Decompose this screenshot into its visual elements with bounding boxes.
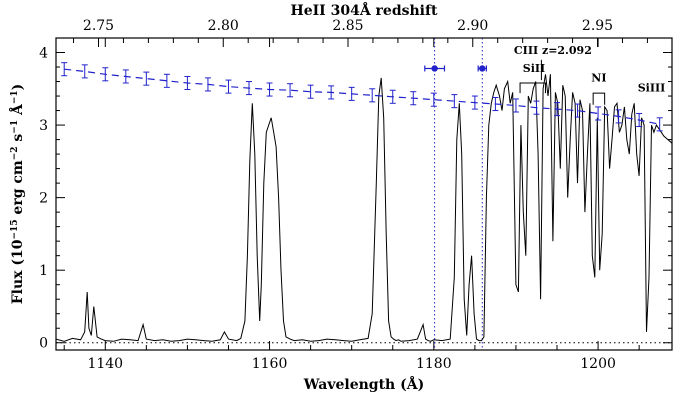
top-tick-label: 2.85 (332, 18, 363, 34)
continuum-errorbar (122, 69, 129, 84)
continuum-errorbar (61, 62, 68, 77)
line-id-bracket (519, 82, 547, 94)
x-axis-title: Wavelength (Å) (303, 375, 424, 393)
y-tick-label: 2 (39, 191, 48, 207)
continuum-errorbar (615, 109, 622, 124)
continuum-errorbar (595, 106, 602, 121)
annotation-siii: SiII (523, 62, 545, 75)
continuum-errorbar (389, 89, 396, 104)
continuum-errorbar (512, 98, 519, 113)
continuum-errorbar (471, 95, 478, 110)
annotation-ciii: CIII z=2.092 (514, 44, 592, 57)
continuum-errorbar (348, 86, 355, 101)
continuum-errorbar (225, 79, 232, 94)
y-tick-label: 4 (39, 46, 48, 62)
continuum-errorbar (656, 117, 663, 132)
continuum-errorbar (492, 96, 499, 112)
axis-ticks: 1140 1160 1180 1200 0 1 2 3 4 2.75 2.80 2.85 2.90 2.9… (39, 18, 672, 372)
continuum-errorbar (430, 92, 437, 107)
continuum-errorbar (163, 73, 170, 88)
x-tick-label: 1160 (252, 356, 288, 372)
continuum-errorbar (204, 77, 211, 92)
continuum-errorbar (451, 94, 458, 109)
line-id-bracket (592, 92, 606, 105)
continuum-errorbar (266, 82, 273, 97)
continuum-errorbar (533, 100, 540, 115)
continuum-errorbar (246, 81, 253, 96)
blue-points-series (424, 65, 487, 72)
top-tick-label: 2.75 (83, 18, 114, 34)
continuum-errorbar (287, 83, 294, 98)
blue-point (477, 65, 487, 72)
continuum-errorbar (102, 67, 109, 82)
blue-point (424, 65, 446, 72)
continuum-errorbar (143, 71, 150, 86)
continuum-errorbar (554, 102, 561, 117)
reference-lines (56, 38, 672, 350)
continuum-errorbar (307, 84, 314, 99)
annotation-siiii: SiIII (638, 82, 666, 95)
top-axis-title: HeII 304Å redshift (290, 1, 438, 19)
continuum-errorbar (369, 88, 376, 103)
continuum-series (61, 62, 663, 132)
x-tick-label: 1140 (87, 356, 123, 372)
top-tick-label: 2.80 (208, 18, 239, 34)
top-tick-label: 2.90 (457, 18, 488, 34)
spectrum-series-line (56, 74, 672, 342)
annotation-ni: NI (591, 72, 606, 85)
continuum-errorbar (574, 103, 581, 118)
x-tick-label: 1180 (416, 356, 452, 372)
y-tick-label: 1 (39, 263, 48, 279)
top-tick-label: 2.95 (582, 18, 613, 34)
annotation-markers (519, 59, 606, 105)
continuum-errorbar (328, 85, 335, 100)
continuum-errorbar (81, 64, 88, 79)
y-tick-label: 3 (39, 118, 48, 134)
y-tick-label: 0 (39, 336, 48, 352)
continuum-errorbar (410, 91, 417, 106)
continuum-errorbar (184, 75, 191, 91)
plot-frame (55, 37, 673, 351)
continuum-errorbar (636, 112, 643, 128)
continuum-dashed-line (64, 68, 660, 125)
y-axis-title: Flux (10−15 erg cm−2 s−1 Å−1) (8, 84, 26, 305)
x-tick-label: 1200 (580, 356, 616, 372)
